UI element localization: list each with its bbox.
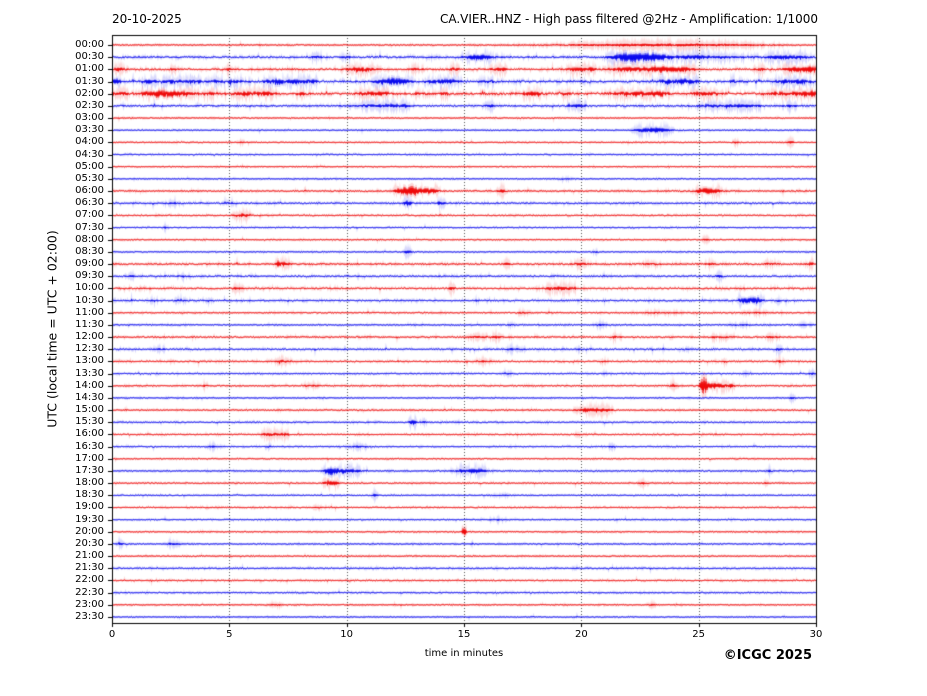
y-tick-label: 21:00 (75, 550, 104, 562)
y-tick-label: 14:30 (75, 391, 104, 403)
y-tick-label: 12:00 (75, 331, 104, 343)
y-tick-label: 08:00 (75, 233, 104, 245)
y-tick-label: 10:30 (75, 294, 104, 306)
y-tick-label: 04:30 (75, 148, 104, 160)
y-tick-label: 13:00 (75, 355, 104, 367)
y-tick-label: 11:00 (75, 306, 104, 318)
y-tick-label: 15:30 (75, 416, 104, 428)
y-tick-label: 12:30 (75, 343, 104, 355)
y-tick-label: 16:30 (75, 440, 104, 452)
y-tick-label: 03:00 (75, 112, 104, 124)
y-tick-label: 23:30 (75, 611, 104, 622)
x-tick-label: 5 (226, 629, 233, 640)
x-tick-label: 10 (340, 629, 354, 640)
x-tick-label: 15 (457, 629, 471, 640)
y-tick-label: 09:00 (75, 258, 104, 270)
y-tick-label: 23:00 (75, 598, 104, 610)
plot-date-label: 20-10-2025 (112, 12, 182, 26)
y-tick-label: 07:30 (75, 221, 104, 233)
y-tick-label: 17:00 (75, 452, 104, 464)
y-tick-label: 22:00 (75, 574, 104, 586)
y-tick-label: 09:30 (75, 270, 104, 282)
x-tick-label: 25 (692, 629, 706, 640)
x-tick-label: 0 (108, 629, 116, 640)
y-tick-label: 15:00 (75, 404, 104, 416)
y-tick-label: 03:30 (75, 124, 104, 136)
y-tick-label: 05:30 (75, 172, 104, 184)
y-tick-label: 16:00 (75, 428, 104, 440)
y-tick-label: 08:30 (75, 245, 104, 257)
y-tick-label: 17:30 (75, 464, 104, 476)
y-tick-label: 05:00 (75, 160, 104, 172)
y-tick-label: 20:00 (75, 525, 104, 537)
y-tick-label: 19:30 (75, 513, 104, 525)
y-tick-label: 21:30 (75, 562, 104, 574)
y-tick-label: 01:30 (75, 75, 104, 87)
y-tick-label: 06:30 (75, 197, 104, 209)
copyright-label: ©ICGC 2025 (723, 648, 812, 663)
y-tick-label: 04:00 (75, 136, 104, 148)
y-tick-label: 19:00 (75, 501, 104, 513)
y-tick-label: 07:00 (75, 209, 104, 221)
y-tick-label: 18:00 (75, 477, 104, 489)
y-tick-label: 13:30 (75, 367, 104, 379)
plot-title: CA.VIER..HNZ - High pass filtered @2Hz -… (439, 12, 818, 26)
y-tick-label: 01:00 (75, 63, 104, 75)
x-axis-label: time in minutes (424, 648, 504, 659)
y-tick-label: 10:00 (75, 282, 104, 294)
y-tick-label: 14:00 (75, 379, 104, 391)
y-tick-label: 20:30 (75, 537, 104, 549)
y-tick-label: 22:30 (75, 586, 104, 598)
x-tick-label: 20 (574, 629, 588, 640)
y-tick-label: 02:30 (75, 99, 104, 111)
x-tick-label: 30 (809, 629, 823, 640)
y-tick-label: 18:30 (75, 489, 104, 501)
y-tick-label: 00:00 (75, 39, 104, 50)
y-tick-label: 02:00 (75, 87, 104, 99)
y-tick-label: 00:30 (75, 51, 104, 63)
y-tick-label: 06:00 (75, 185, 104, 197)
y-tick-label: 11:30 (75, 318, 104, 330)
